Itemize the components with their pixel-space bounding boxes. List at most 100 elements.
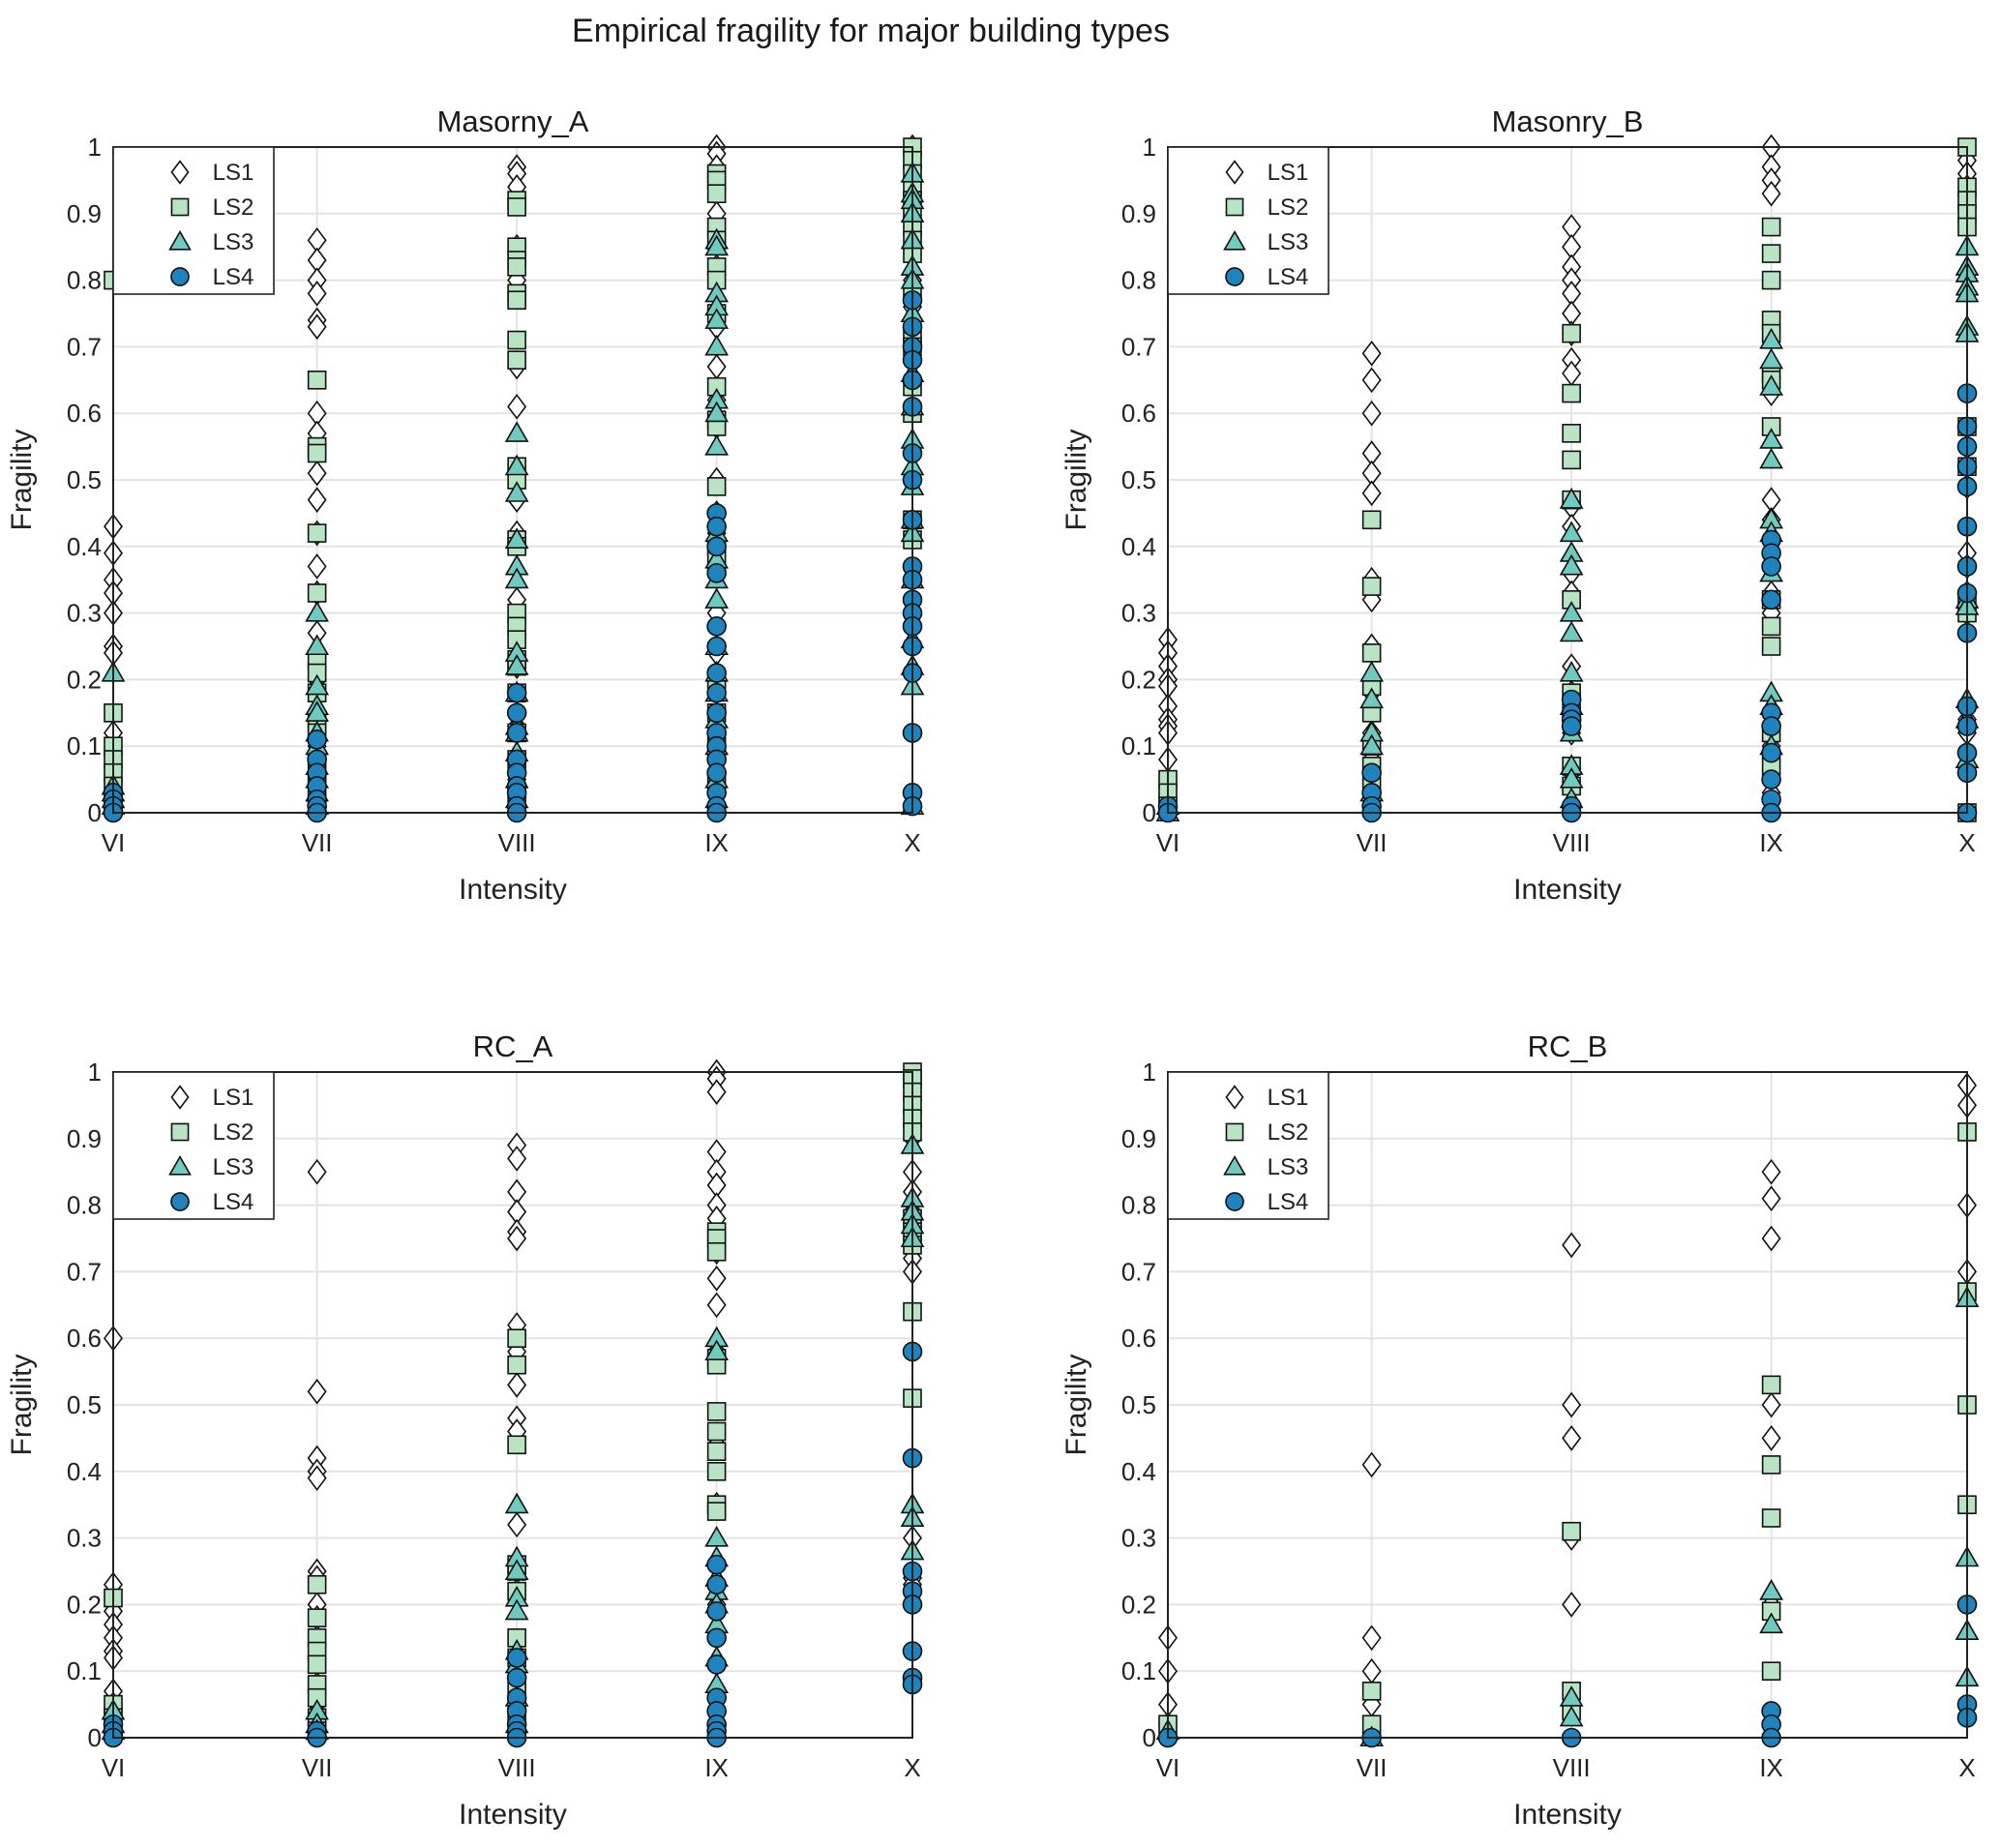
data-point: [1361, 400, 1382, 427]
legend-label-ls3: LS3: [1268, 229, 1309, 255]
x-axis-label: Intensity: [459, 874, 567, 906]
y-tick-label: 1: [1143, 1058, 1156, 1087]
legend-marker-ls3: [168, 1154, 192, 1176]
x-tick-label: VI: [1156, 828, 1180, 857]
legend-marker-ls1: [1225, 1085, 1244, 1110]
legend-label-ls4: LS4: [213, 264, 254, 290]
data-point: [307, 370, 327, 390]
legend: LS1 LS2 LS3 LS4: [112, 146, 275, 295]
data-point: [507, 1372, 527, 1398]
x-tick-label: IX: [704, 828, 729, 857]
data-point: [1561, 716, 1582, 736]
y-tick-label: 0.3: [67, 1524, 102, 1553]
panel-masonry-b: LS1 LS2 LS3 LS4 0 0.1 0.2 0.3 0.4 0.5 0.6 0.7 0.8 0.9…: [1060, 104, 1980, 906]
data-point: [1562, 1521, 1581, 1541]
data-point: [307, 460, 327, 487]
panel-rc-a: LS1 LS2 LS3 LS4 0 0.1 0.2 0.3 0.4 0.5 0.6 0.7 0.8 0.9…: [6, 1029, 925, 1831]
legend-marker-ls4: [1225, 1192, 1244, 1211]
data-point: [507, 1328, 526, 1348]
data-point: [506, 723, 527, 743]
series-ls3: [1155, 1286, 1980, 1747]
data-point: [1761, 1425, 1781, 1451]
data-point: [507, 1225, 527, 1252]
data-point: [706, 1627, 727, 1649]
legend-box: [1167, 146, 1329, 295]
legend: LS1 LS2 LS3 LS4: [112, 1071, 275, 1220]
data-point: [507, 350, 526, 370]
legend-label-ls4: LS4: [1268, 264, 1309, 290]
y-tick-label: 0.1: [1121, 731, 1156, 760]
y-axis-label: Fragility: [6, 1354, 38, 1455]
legend: LS1 LS2 LS3 LS4: [1167, 1071, 1329, 1220]
data-point: [1562, 1232, 1582, 1259]
x-tick-label: VII: [1357, 828, 1388, 857]
data-point: [1562, 323, 1581, 343]
data-point: [307, 487, 327, 513]
legend-label-ls2: LS2: [1268, 194, 1309, 221]
legend: LS1 LS2 LS3 LS4: [1167, 146, 1329, 295]
data-point: [706, 682, 727, 703]
data-point: [1562, 360, 1582, 387]
data-point: [706, 563, 727, 583]
data-point: [706, 1442, 727, 1461]
panel-rc-b: LS1 LS2 LS3 LS4 0 0.1 0.2 0.3 0.4 0.5 0.6 0.7 0.8 0.9…: [1060, 1029, 1980, 1831]
data-point: [507, 330, 526, 350]
data-point: [504, 481, 529, 502]
data-point: [307, 523, 327, 543]
data-point: [506, 702, 527, 724]
y-tick-label: 0.3: [1121, 599, 1156, 628]
data-point: [1559, 488, 1584, 509]
y-tick-label: 0.7: [1121, 1257, 1156, 1286]
data-point: [706, 636, 727, 657]
y-tick-label: 0.1: [1121, 1656, 1156, 1685]
y-tick-label: 0.6: [67, 399, 102, 428]
data-point: [706, 1502, 727, 1521]
data-point: [1761, 1391, 1781, 1418]
legend-marker-ls3: [1223, 1154, 1246, 1176]
y-tick-label: 0.7: [67, 1257, 102, 1286]
data-point: [305, 634, 330, 656]
data-point: [706, 1421, 727, 1442]
data-point: [307, 1608, 327, 1627]
data-point: [706, 353, 727, 380]
data-point: [507, 197, 526, 217]
x-tick-label: VI: [102, 1753, 126, 1782]
data-point: [1361, 1624, 1382, 1652]
legend-label-ls3: LS3: [1268, 1154, 1309, 1180]
data-point: [1761, 270, 1781, 290]
legend-marker-ls1: [170, 1085, 190, 1110]
legend-marker-ls2: [170, 197, 190, 217]
x-tick-label: IX: [704, 1753, 729, 1782]
data-point: [1359, 733, 1385, 756]
data-point: [504, 1559, 529, 1581]
data-point: [706, 516, 727, 537]
legend-label-ls1: LS1: [213, 160, 254, 186]
data-point: [1361, 480, 1382, 507]
data-point: [504, 654, 529, 675]
data-point: [307, 1574, 327, 1595]
data-point: [504, 1492, 529, 1514]
x-tick-label: X: [904, 1753, 920, 1782]
x-tick-label: VI: [102, 828, 126, 857]
x-tick-label: X: [1958, 828, 1975, 857]
data-point: [1761, 1158, 1781, 1185]
x-axis-label: Intensity: [1513, 1799, 1622, 1831]
data-point: [1761, 1225, 1781, 1252]
legend-box: [112, 1071, 275, 1220]
data-point: [1761, 716, 1781, 736]
data-point: [1562, 1592, 1582, 1618]
x-tick-label: X: [904, 828, 920, 857]
x-tick-label: X: [1958, 1753, 1975, 1782]
axes-box: [112, 146, 913, 814]
data-point: [706, 1402, 727, 1421]
legend-marker-ls1: [1225, 160, 1244, 185]
y-tick-label: 0.2: [1121, 665, 1156, 694]
legend-label-ls4: LS4: [1268, 1189, 1309, 1215]
data-point: [706, 762, 727, 784]
data-point: [507, 1355, 526, 1375]
data-point: [1562, 383, 1581, 403]
y-tick-label: 1: [1143, 133, 1156, 162]
y-tick-label: 0.4: [1121, 532, 1156, 561]
data-point: [307, 553, 327, 580]
